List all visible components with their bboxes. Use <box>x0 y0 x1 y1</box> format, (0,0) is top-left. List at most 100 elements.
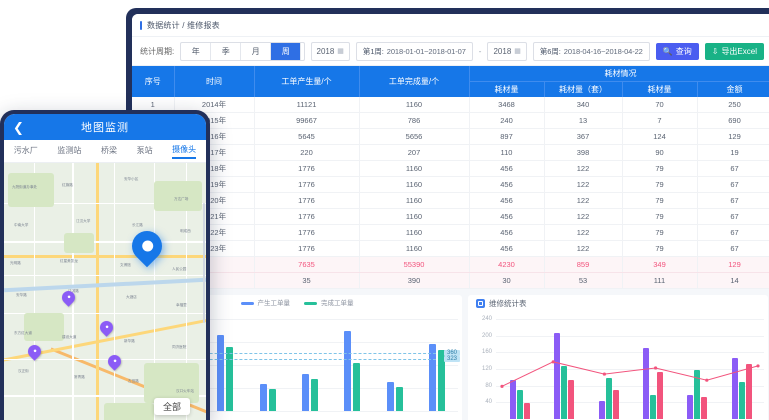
bar[interactable] <box>554 333 561 419</box>
mobile-tab-monitor-station[interactable]: 监测站 <box>57 145 82 155</box>
bar-group[interactable] <box>386 382 403 411</box>
bar[interactable] <box>259 383 267 411</box>
start-year-picker[interactable]: 2018 ▦ <box>310 41 350 61</box>
table-cell: 1776 <box>254 192 360 209</box>
bar[interactable] <box>568 380 575 419</box>
table-cell: 122 <box>544 208 623 225</box>
table-row[interactable]: 92022年177611604561227967 <box>132 224 769 241</box>
bar[interactable] <box>605 378 612 419</box>
bar[interactable] <box>310 378 318 411</box>
bar[interactable] <box>598 400 605 419</box>
period-option-week[interactable]: 周 <box>271 42 302 60</box>
bar[interactable] <box>731 357 738 419</box>
end-week-range[interactable]: 第6周: 2018-04-16~2018-04-22 <box>532 41 650 61</box>
bar[interactable] <box>517 390 524 419</box>
start-week-range[interactable]: 第1周: 2018-01-01~2018-01-07 <box>355 41 473 61</box>
bar[interactable] <box>510 380 517 419</box>
bar[interactable] <box>428 343 436 411</box>
map-view[interactable]: 全部 九院街道办事处 红旗路 安华小区 万达广场 中南大学 江汉大学 长江路 明成西 光明路 红星… <box>4 163 206 420</box>
bar[interactable] <box>353 362 361 411</box>
bar[interactable] <box>301 374 309 411</box>
legend-item-completed[interactable]: 完成工单量 <box>304 297 354 307</box>
search-button[interactable]: 🔍 查询 <box>655 42 699 60</box>
map-marker-camera[interactable]: ● <box>59 288 78 308</box>
table-row[interactable]: 62019年177611604561227967 <box>132 176 769 193</box>
chart-legend: 产生工单量 完成工单量 <box>132 295 462 309</box>
map-marker-camera[interactable]: ● <box>105 352 124 372</box>
bar[interactable] <box>344 330 352 411</box>
map-marker-selected[interactable] <box>125 224 169 269</box>
bar[interactable] <box>386 382 394 411</box>
bar-group[interactable] <box>687 370 708 419</box>
period-segmented-control[interactable]: 年 季 月 周 日 <box>180 41 305 61</box>
table-row[interactable]: 82021年177611604561227967 <box>132 208 769 225</box>
table-cell: 53 <box>544 272 623 289</box>
map-label: 江汉大学 <box>76 219 91 223</box>
table-row[interactable]: 52018年177611604561227967 <box>132 160 769 177</box>
bar[interactable] <box>657 372 664 419</box>
search-button-label: 查询 <box>675 46 692 56</box>
legend-item-generated[interactable]: 产生工单量 <box>240 297 290 307</box>
table-row[interactable]: 22015年99667786240137690 <box>132 112 769 129</box>
bar[interactable] <box>395 386 403 411</box>
map-all-button[interactable]: 全部 <box>153 398 190 415</box>
map-scrollbar[interactable] <box>203 203 205 323</box>
bar[interactable] <box>524 402 531 419</box>
bar-group[interactable] <box>259 383 276 411</box>
period-option-month[interactable]: 月 <box>241 42 272 60</box>
table-cell: 456 <box>469 176 545 193</box>
mobile-tab-camera[interactable]: 摄像头 <box>172 144 197 159</box>
bar-group[interactable] <box>731 357 752 419</box>
bar-group[interactable] <box>554 333 575 419</box>
bar-group[interactable] <box>428 343 445 411</box>
period-option-year[interactable]: 年 <box>181 42 212 60</box>
bar[interactable] <box>738 382 745 419</box>
period-option-quarter[interactable]: 季 <box>211 42 242 60</box>
table-cell: 1160 <box>359 224 470 241</box>
chevron-left-icon[interactable]: ❮ <box>13 119 24 135</box>
table-cell: 3468 <box>469 97 545 113</box>
table-row[interactable]: 102023年177611604561227967 <box>132 240 769 257</box>
bar[interactable] <box>745 363 752 419</box>
start-year-value: 2018 <box>316 46 335 56</box>
mobile-tab-sewage-plant[interactable]: 污水厂 <box>13 145 38 155</box>
bar[interactable] <box>217 335 225 411</box>
map-feature <box>4 313 206 315</box>
table-cell: 14 <box>697 272 769 289</box>
table-row[interactable]: 42017年2202071103989019 <box>132 144 769 161</box>
mobile-tab-bridge[interactable]: 桥梁 <box>100 145 117 155</box>
table-header-sub-row: 耗材量 耗材量（套） 耗材量 金额 <box>132 81 769 97</box>
charts-row: 产生工单量 完成工单量 360 323 维修统计表 240 200 160 120 80 4… <box>132 289 769 420</box>
table-cell: 1160 <box>359 208 470 225</box>
bar[interactable] <box>268 388 276 411</box>
mobile-tab-pump-station[interactable]: 泵站 <box>136 145 153 155</box>
bar-group[interactable] <box>510 380 531 419</box>
bar[interactable] <box>226 346 234 411</box>
period-option-day[interactable]: 日 <box>301 43 303 60</box>
bar[interactable] <box>643 347 650 419</box>
bar-group[interactable] <box>598 378 619 419</box>
table-cell: 70 <box>622 97 698 113</box>
bar[interactable] <box>701 396 708 419</box>
bar-group[interactable] <box>643 347 664 419</box>
bar-group[interactable] <box>217 335 234 411</box>
bar[interactable] <box>694 370 701 419</box>
table-row[interactable]: 32016年56455656897367124129 <box>132 128 769 145</box>
bar[interactable] <box>650 394 657 419</box>
bar[interactable] <box>687 394 694 419</box>
end-year-picker[interactable]: 2018 ▦ <box>487 41 527 61</box>
bar-group[interactable] <box>301 374 318 411</box>
bar-group[interactable] <box>344 330 361 411</box>
bar[interactable] <box>561 365 568 419</box>
map-marker-camera[interactable]: ● <box>25 342 44 362</box>
map-marker-camera[interactable]: ● <box>97 318 116 338</box>
bar[interactable] <box>612 390 619 419</box>
table-row[interactable]: 1 2014年 11121 1160 3468 340 70 250 <box>132 97 769 113</box>
export-excel-button[interactable]: ⇩ 导出Excel <box>704 42 764 60</box>
table-cell: 1160 <box>359 192 470 209</box>
table-cell: 456 <box>469 160 545 177</box>
end-week-label: 第6周: <box>539 46 561 56</box>
bar[interactable] <box>437 349 445 411</box>
export-button-label: 导出Excel <box>721 46 757 56</box>
